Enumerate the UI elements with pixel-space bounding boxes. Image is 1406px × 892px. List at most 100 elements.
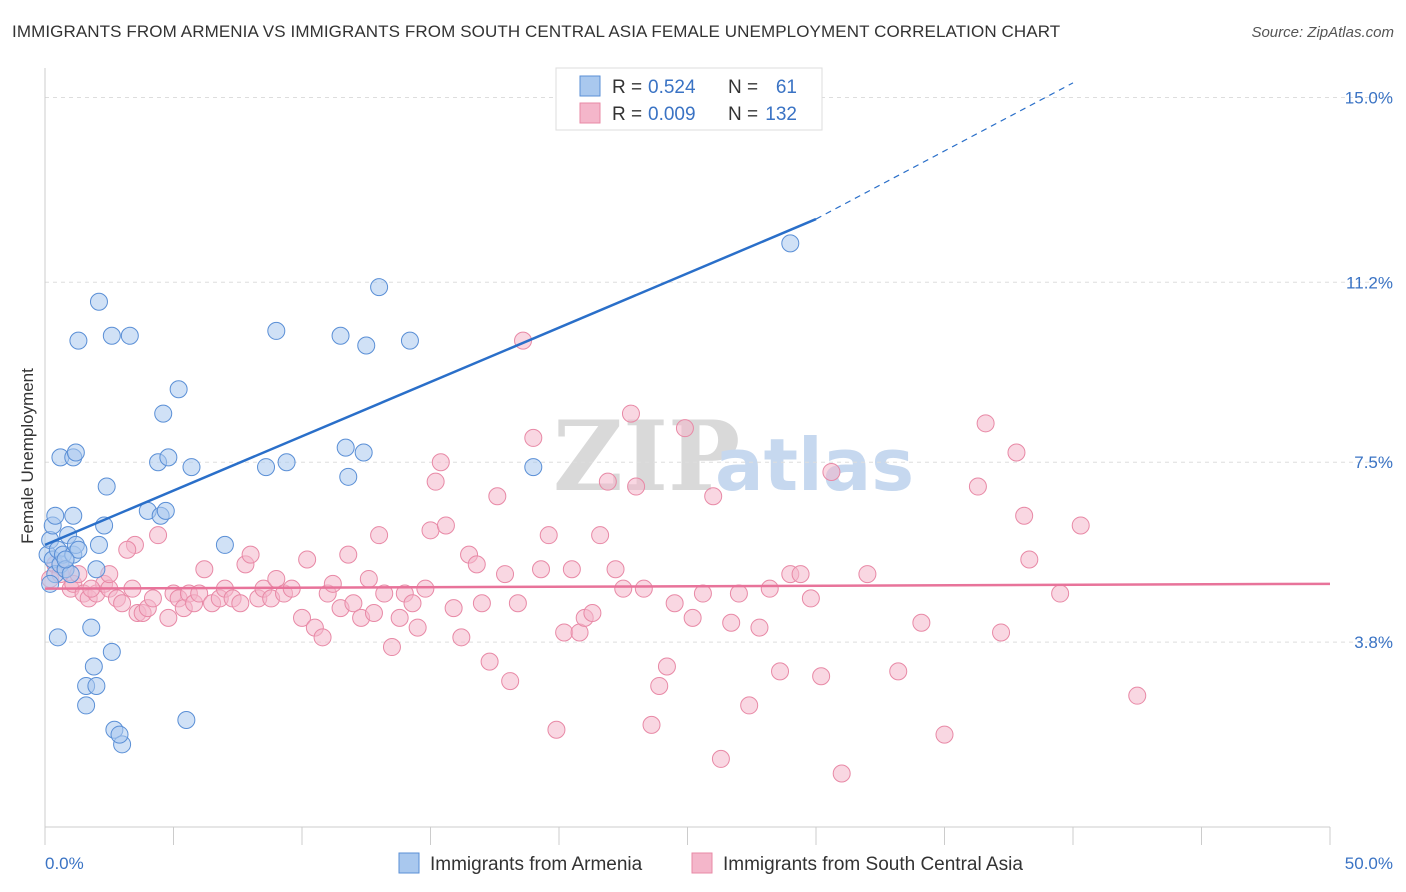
data-point-south-central-asia <box>621 404 640 423</box>
data-point-south-central-asia <box>421 521 440 540</box>
trend-lines <box>44 82 1331 590</box>
data-point-armenia <box>524 458 543 477</box>
data-point-south-central-asia <box>467 555 486 574</box>
data-point-armenia <box>339 467 358 486</box>
data-point-armenia <box>336 438 355 457</box>
x-tick-label-max: 50.0% <box>1345 854 1393 873</box>
data-point-armenia <box>102 642 121 661</box>
data-point-armenia <box>169 380 188 399</box>
data-point-armenia <box>82 618 101 637</box>
data-point-south-central-asia <box>1051 584 1070 603</box>
data-point-south-central-asia <box>370 526 389 545</box>
data-point-south-central-asia <box>390 608 409 627</box>
data-point-armenia <box>159 448 178 467</box>
data-point-armenia <box>69 331 88 350</box>
data-point-south-central-asia <box>496 565 515 584</box>
data-point-south-central-asia <box>159 608 178 627</box>
data-point-south-central-asia <box>889 662 908 681</box>
bottom-legend-swatch-south-central-asia <box>691 852 713 874</box>
legend-swatch-south-central-asia <box>579 102 601 124</box>
series-armenia-points <box>38 234 800 754</box>
watermark-atlas: atlas <box>715 423 914 507</box>
trend-line-armenia-extension <box>815 82 1074 220</box>
y-tick-label: 11.2% <box>1346 273 1393 292</box>
data-point-south-central-asia <box>444 599 463 618</box>
data-point-south-central-asia <box>562 560 581 579</box>
legend-n-label: N = <box>728 104 758 125</box>
data-point-armenia <box>357 336 376 355</box>
data-point-south-central-asia <box>627 477 646 496</box>
data-point-south-central-asia <box>416 579 435 598</box>
bottom-legend: Immigrants from Armenia Immigrants from … <box>398 852 1023 875</box>
data-point-armenia <box>64 506 83 525</box>
data-point-south-central-asia <box>403 594 422 613</box>
data-point-south-central-asia <box>665 594 684 613</box>
legend-swatch-armenia <box>579 75 601 97</box>
data-point-south-central-asia <box>1015 506 1034 525</box>
data-point-armenia <box>89 535 108 554</box>
data-point-armenia <box>267 321 286 340</box>
data-point-south-central-asia <box>118 540 137 559</box>
data-point-armenia <box>182 458 201 477</box>
data-point-armenia <box>277 453 296 472</box>
data-point-south-central-asia <box>480 652 499 671</box>
legend-r-value-armenia: 0.524 <box>648 77 696 98</box>
source-credit: Source: ZipAtlas.com <box>1251 24 1394 41</box>
data-point-south-central-asia <box>375 584 394 603</box>
data-point-south-central-asia <box>113 594 132 613</box>
data-point-south-central-asia <box>740 696 759 715</box>
data-point-armenia <box>87 676 106 695</box>
data-point-south-central-asia <box>231 594 250 613</box>
data-point-south-central-asia <box>1071 516 1090 535</box>
data-point-armenia <box>781 234 800 253</box>
data-point-south-central-asia <box>729 584 748 603</box>
legend-n-value-armenia: 61 <box>776 77 797 98</box>
data-point-armenia <box>215 535 234 554</box>
data-point-south-central-asia <box>524 428 543 447</box>
data-point-south-central-asia <box>539 526 558 545</box>
data-point-south-central-asia <box>650 676 669 695</box>
bottom-legend-swatch-armenia <box>398 852 420 874</box>
data-point-south-central-asia <box>555 623 574 642</box>
data-point-south-central-asia <box>704 487 723 506</box>
data-point-armenia <box>87 560 106 579</box>
data-point-armenia <box>354 443 373 462</box>
y-tick-label: 3.8% <box>1354 633 1393 652</box>
data-point-south-central-asia <box>683 608 702 627</box>
data-point-south-central-asia <box>344 594 363 613</box>
data-point-south-central-asia <box>452 628 471 647</box>
data-point-south-central-asia <box>143 589 162 608</box>
data-point-armenia <box>156 501 175 520</box>
data-point-south-central-asia <box>293 608 311 627</box>
data-point-south-central-asia <box>832 764 851 783</box>
data-point-armenia <box>77 696 96 715</box>
chart-title: IMMIGRANTS FROM ARMENIA VS IMMIGRANTS FR… <box>12 22 1061 41</box>
data-point-armenia <box>56 550 75 569</box>
data-point-armenia <box>257 458 276 477</box>
data-point-south-central-asia <box>501 672 520 691</box>
bottom-legend-label-south-central-asia: Immigrants from South Central Asia <box>723 854 1023 875</box>
data-point-south-central-asia <box>812 667 831 686</box>
data-point-south-central-asia <box>364 604 383 622</box>
y-tick-label: 7.5% <box>1354 453 1393 472</box>
data-point-armenia <box>177 711 196 729</box>
legend-box: R = 0.524 N = 61 R = 0.009 N = 132 <box>555 67 823 131</box>
data-point-south-central-asia <box>1128 686 1147 705</box>
data-point-south-central-asia <box>195 560 214 579</box>
data-point-armenia <box>69 540 88 559</box>
y-tick-labels: 3.8% 7.5% 11.2% 15.0% <box>1345 88 1393 652</box>
data-point-south-central-asia <box>760 579 779 598</box>
data-point-armenia <box>110 725 129 744</box>
data-point-south-central-asia <box>634 579 653 598</box>
data-point-armenia <box>48 628 67 647</box>
data-point-south-central-asia <box>675 419 694 438</box>
data-point-south-central-asia <box>508 594 527 613</box>
data-point-south-central-asia <box>472 594 491 613</box>
data-point-south-central-asia <box>693 584 712 603</box>
data-point-south-central-asia <box>547 720 566 739</box>
data-point-south-central-asia <box>968 477 987 496</box>
data-point-south-central-asia <box>801 589 820 608</box>
data-point-south-central-asia <box>431 453 450 472</box>
y-axis-label: Female Unemployment <box>18 368 37 544</box>
legend-r-label: R = <box>612 104 642 125</box>
